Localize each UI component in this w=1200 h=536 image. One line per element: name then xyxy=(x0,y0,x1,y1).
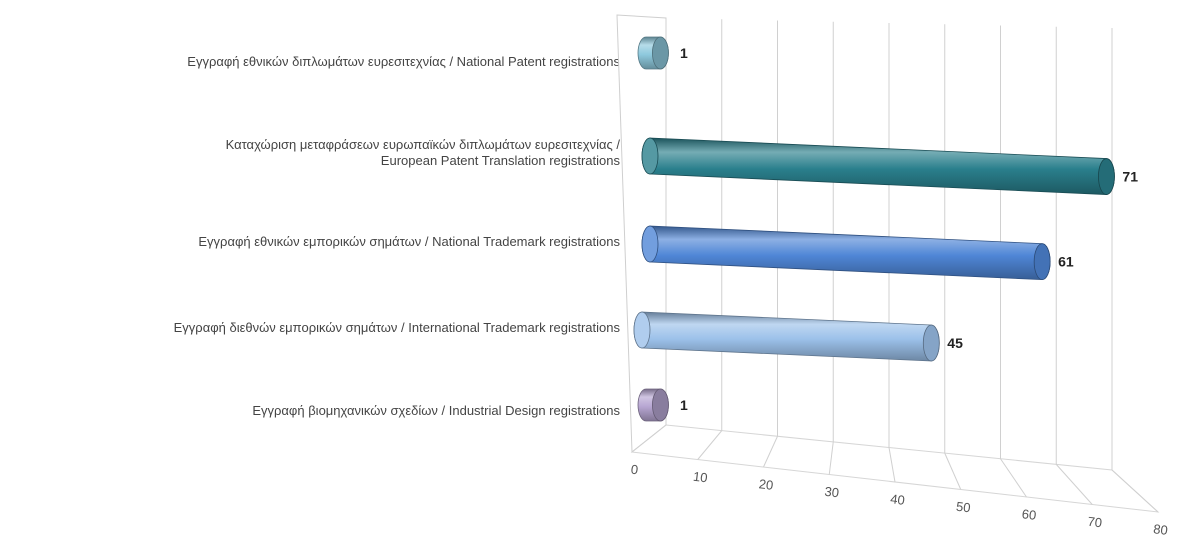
bars xyxy=(633,36,1115,422)
bar-body xyxy=(641,137,1115,195)
bar-end-cap xyxy=(1033,243,1051,281)
bar-end-cap xyxy=(652,388,669,422)
category-label-national-trademark: Εγγραφή εθνικών εμπορικών σημάτων / Nati… xyxy=(198,234,620,249)
bar xyxy=(637,36,669,70)
data-label: 1 xyxy=(680,397,688,413)
bar-end-cap xyxy=(652,36,669,70)
x-tick-label: 10 xyxy=(692,469,708,486)
category-label-industrial-design: Εγγραφή βιομηχανικών σχεδίων / Industria… xyxy=(252,403,620,418)
data-label: 1 xyxy=(680,45,688,61)
data-labels: 1 71 61 45 1 xyxy=(680,45,1138,413)
bar-start-cap xyxy=(633,311,651,349)
x-axis-ticks: 0 10 20 30 40 50 60 70 80 xyxy=(630,462,1169,536)
x-tick-label: 0 xyxy=(630,462,639,478)
x-tick-label: 80 xyxy=(1152,521,1168,536)
bar-body xyxy=(633,311,940,362)
data-label: 71 xyxy=(1122,169,1138,185)
x-tick-label: 50 xyxy=(955,499,971,516)
floor-gridline xyxy=(1000,458,1027,498)
data-label: 45 xyxy=(947,335,963,351)
floor-gridline xyxy=(1111,469,1159,513)
bar xyxy=(637,388,669,422)
bar-end-cap xyxy=(922,324,940,362)
data-label: 61 xyxy=(1058,254,1074,270)
bar-end-cap xyxy=(1098,158,1115,195)
bar-body xyxy=(641,225,1051,281)
bar-start-cap xyxy=(641,137,659,175)
bar-start-cap xyxy=(641,225,659,263)
floor-gridline xyxy=(944,452,962,490)
floor-gridline xyxy=(1055,464,1093,505)
floor-gridline xyxy=(763,436,778,468)
x-tick-label: 40 xyxy=(889,491,905,508)
bar xyxy=(641,225,1051,281)
bar xyxy=(633,311,940,362)
floor-gridline xyxy=(888,447,896,483)
category-label-national-patent: Εγγραφή εθνικών διπλωμάτων ευρεσιτεχνίας… xyxy=(187,54,620,69)
floor-gridline xyxy=(631,424,667,453)
x-tick-label: 70 xyxy=(1087,514,1103,531)
x-tick-label: 60 xyxy=(1021,506,1037,523)
floor-gridline xyxy=(697,430,723,460)
bar xyxy=(641,137,1115,195)
category-label-international-trademark: Εγγραφή διεθνών εμπορικών σημάτων / Inte… xyxy=(173,320,620,335)
gridlines xyxy=(631,18,1159,513)
category-label-european-patent-translation: Καταχώριση μεταφράσεων ευρωπαϊκών διπλωμ… xyxy=(225,137,620,168)
x-tick-label: 30 xyxy=(824,484,840,501)
x-tick-label: 20 xyxy=(758,476,774,493)
floor-gridline xyxy=(828,441,834,475)
